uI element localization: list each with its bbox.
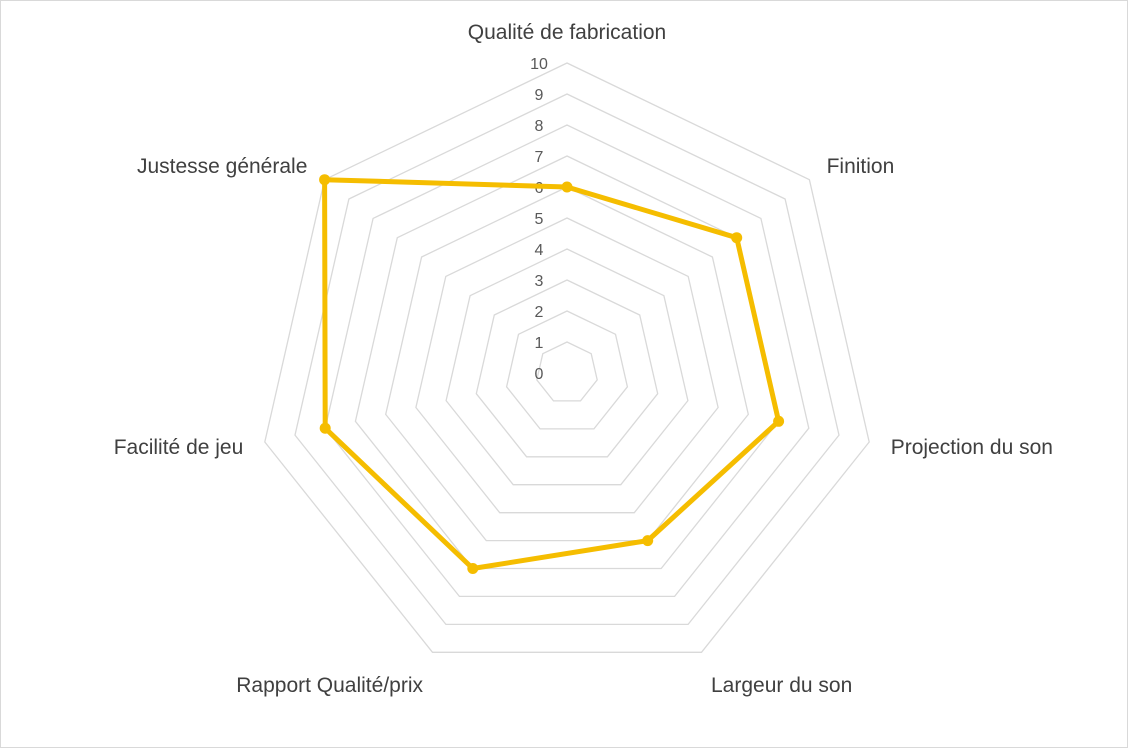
axis-label: Qualité de fabrication bbox=[468, 21, 666, 44]
tick-label: 9 bbox=[535, 87, 544, 104]
axis-label: Finition bbox=[827, 155, 895, 178]
grid-ring bbox=[294, 93, 840, 626]
tick-label: 4 bbox=[535, 242, 544, 259]
tick-label: 2 bbox=[535, 304, 544, 321]
series-layer bbox=[319, 174, 785, 574]
axis-labels: Qualité de fabrication Finition Projection… bbox=[114, 21, 1053, 697]
grid-ring bbox=[324, 124, 810, 598]
tick-label: 3 bbox=[535, 273, 544, 290]
data-point bbox=[773, 415, 785, 427]
grid-ring bbox=[536, 341, 598, 402]
grid-ring bbox=[445, 248, 689, 486]
grid-ring bbox=[415, 217, 719, 514]
data-point bbox=[319, 174, 331, 186]
series-line bbox=[322, 177, 782, 571]
tick-label: 10 bbox=[530, 56, 548, 73]
axis-label: Projection du son bbox=[891, 436, 1053, 459]
data-point bbox=[467, 563, 479, 574]
axis-label: Rapport Qualité/prix bbox=[236, 674, 423, 697]
tick-label: 0 bbox=[535, 366, 544, 383]
axis-label: Facilité de jeu bbox=[114, 436, 244, 459]
axis-label: Justesse générale bbox=[137, 155, 307, 178]
data-point bbox=[319, 422, 331, 434]
tick-label: 5 bbox=[535, 211, 544, 228]
axis-label: Largeur du son bbox=[711, 674, 852, 697]
data-point bbox=[731, 232, 743, 244]
grid-ring bbox=[384, 186, 750, 542]
data-point bbox=[642, 535, 654, 547]
grid-ring bbox=[475, 279, 659, 458]
grid-layer bbox=[264, 62, 870, 653]
tick-label: 1 bbox=[535, 335, 544, 352]
grid-ring bbox=[505, 310, 629, 430]
data-point bbox=[561, 181, 573, 193]
tick-label: 8 bbox=[535, 118, 544, 135]
grid-ring bbox=[264, 62, 870, 653]
tick-label: 7 bbox=[535, 149, 544, 166]
